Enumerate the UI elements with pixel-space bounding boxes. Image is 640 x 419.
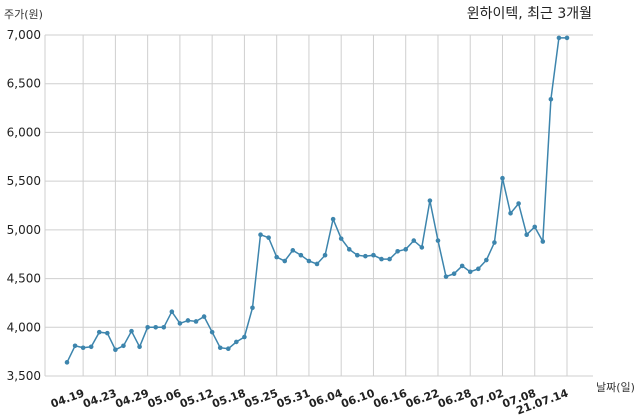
data-point [387, 256, 392, 262]
y-tick-label: 5,500 [7, 174, 41, 188]
data-point [306, 258, 312, 264]
data-point [153, 324, 159, 330]
data-point [467, 269, 473, 275]
data-point [363, 253, 368, 259]
data-point [234, 339, 239, 345]
data-point [258, 232, 263, 238]
data-point [500, 175, 505, 181]
y-tick-label: 3,500 [7, 369, 41, 383]
data-point [355, 252, 360, 258]
data-point [540, 239, 546, 244]
data-point [371, 252, 376, 258]
y-tick-label: 6,000 [7, 125, 41, 139]
data-point [548, 97, 554, 102]
data-point [169, 309, 175, 314]
data-point [338, 236, 344, 241]
data-point [193, 319, 199, 324]
y-tick-label: 6,500 [7, 77, 41, 91]
x-axis-ticks: 04.1904.2304.2905.0605.1205.1805.2505.31… [49, 386, 570, 417]
data-point [459, 263, 465, 269]
data-point [121, 343, 126, 349]
data-point [330, 216, 336, 222]
data-point [177, 321, 183, 326]
data-point [64, 360, 70, 365]
data-point [564, 35, 570, 41]
chart-title: 윈하이텍, 최근 3개월 [467, 6, 592, 22]
data-point [201, 314, 207, 319]
data-point [209, 329, 215, 335]
data-point [145, 324, 150, 330]
data-point [242, 334, 247, 340]
data-point [96, 329, 102, 335]
y-axis-title: 주가(원) [4, 8, 43, 21]
data-point [435, 238, 441, 243]
y-tick-label: 4,500 [7, 272, 41, 286]
data-point [105, 330, 110, 336]
data-point [113, 347, 118, 352]
data-point [274, 254, 279, 260]
data-point [508, 210, 513, 216]
data-point [314, 261, 320, 267]
y-tick-label: 7,000 [7, 28, 41, 42]
y-tick-label: 5,000 [7, 223, 41, 237]
data-point [451, 271, 457, 277]
x-axis-title: 날짜(일) [596, 380, 635, 394]
data-point [427, 198, 433, 203]
data-point [379, 256, 384, 262]
data-point [411, 238, 417, 243]
data-point [129, 328, 134, 334]
data-point [282, 258, 288, 264]
data-point [346, 247, 352, 252]
grid-lines [44, 34, 593, 377]
data-point [298, 252, 304, 258]
data-point [443, 274, 449, 279]
data-point [225, 346, 231, 352]
data-point [137, 344, 142, 350]
data-point [492, 240, 497, 245]
price-points [64, 35, 570, 365]
data-point [556, 35, 562, 41]
price-line [66, 37, 567, 363]
data-point [161, 324, 167, 330]
data-point [516, 201, 521, 206]
data-point [72, 343, 78, 349]
data-point [88, 344, 94, 350]
data-point [322, 252, 328, 258]
data-point [266, 235, 271, 240]
data-point [484, 257, 489, 263]
data-point [395, 248, 400, 254]
y-axis-ticks: 3,500 4,000 4,500 5,000 5,500 6,000 6,500 7,000 [7, 28, 41, 383]
data-point [290, 248, 296, 253]
data-point [419, 245, 425, 250]
data-point [80, 345, 86, 351]
data-point [403, 247, 409, 252]
data-point [185, 318, 191, 323]
y-tick-label: 4,000 [7, 320, 41, 334]
data-point [250, 305, 255, 311]
data-point [217, 345, 223, 351]
data-point [524, 232, 529, 238]
data-point [475, 266, 481, 272]
data-point [532, 224, 538, 230]
